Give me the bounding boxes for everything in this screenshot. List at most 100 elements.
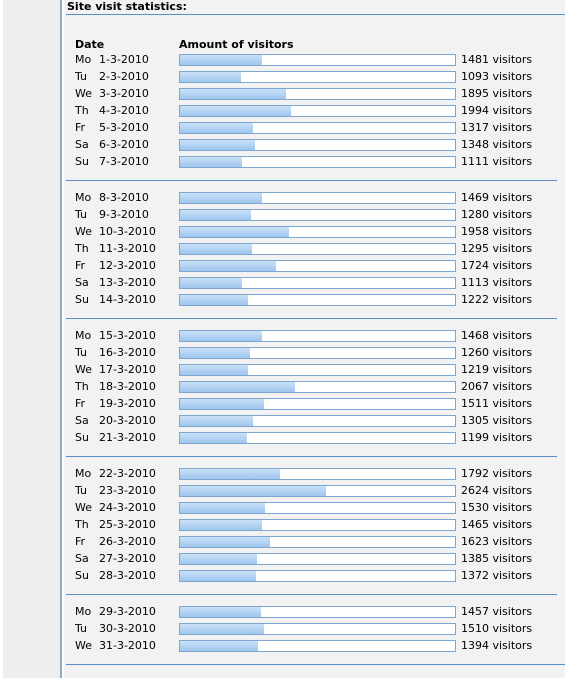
date: 24-3-2010 — [99, 501, 156, 514]
bar — [180, 106, 292, 116]
day: We — [75, 225, 92, 238]
day: Fr — [75, 397, 86, 410]
date: 22-3-2010 — [99, 467, 156, 480]
day: Tu — [75, 346, 88, 359]
bar — [180, 278, 242, 288]
bar — [180, 244, 253, 254]
bar — [180, 554, 258, 564]
visitor-count: 2067 visitors — [461, 380, 533, 393]
day: Fr — [75, 121, 86, 134]
bar — [180, 469, 280, 479]
date: 21-3-2010 — [99, 431, 156, 444]
visitor-count: 1199 visitors — [461, 431, 533, 444]
bar-track — [179, 536, 456, 548]
bar — [180, 537, 271, 547]
bar — [180, 641, 258, 651]
bar-track — [179, 226, 456, 238]
date: 5-3-2010 — [99, 121, 149, 134]
bar-track — [179, 553, 456, 565]
bar-track — [179, 570, 456, 582]
day: We — [75, 87, 92, 100]
bar-track — [179, 398, 456, 410]
divider — [66, 180, 557, 181]
bar-track — [179, 122, 456, 134]
day: Th — [75, 104, 89, 117]
visitor-count: 1895 visitors — [461, 87, 533, 100]
visitor-count: 1623 visitors — [461, 535, 533, 548]
day: We — [75, 363, 92, 376]
date: 25-3-2010 — [99, 518, 156, 531]
day: Mo — [75, 53, 92, 66]
bar-track — [179, 88, 456, 100]
bar — [180, 210, 252, 220]
date: 7-3-2010 — [99, 155, 149, 168]
bar — [180, 331, 262, 341]
day: We — [75, 501, 92, 514]
bar — [180, 348, 251, 358]
bar — [180, 624, 265, 634]
bar — [180, 416, 253, 426]
date: 18-3-2010 — [99, 380, 156, 393]
day: Mo — [75, 329, 92, 342]
bar-track — [179, 468, 456, 480]
date: 2-3-2010 — [99, 70, 149, 83]
visitor-count: 2624 visitors — [461, 484, 533, 497]
bar-track — [179, 623, 456, 635]
bar-track — [179, 209, 456, 221]
day: Sa — [75, 552, 89, 565]
bar — [180, 607, 262, 617]
visitor-count: 1530 visitors — [461, 501, 533, 514]
date: 29-3-2010 — [99, 605, 156, 618]
date: 27-3-2010 — [99, 552, 156, 565]
visitor-count: 1394 visitors — [461, 639, 533, 652]
visitor-count: 1317 visitors — [461, 121, 533, 134]
visitor-count: 1385 visitors — [461, 552, 533, 565]
visitor-count: 1958 visitors — [461, 225, 533, 238]
bar — [180, 140, 256, 150]
bar — [180, 295, 249, 305]
bar-track — [179, 347, 456, 359]
bar-track — [179, 156, 456, 168]
day: Sa — [75, 138, 89, 151]
visitor-count: 1305 visitors — [461, 414, 533, 427]
date: 23-3-2010 — [99, 484, 156, 497]
bar-track — [179, 415, 456, 427]
day: Tu — [75, 208, 88, 221]
bar — [180, 520, 262, 530]
bar — [180, 382, 296, 392]
bar-track — [179, 71, 456, 83]
visitor-count: 1295 visitors — [461, 242, 533, 255]
day: Su — [75, 155, 89, 168]
visitor-count: 1372 visitors — [461, 569, 533, 582]
visitor-count: 1113 visitors — [461, 276, 533, 289]
bar-track — [179, 192, 456, 204]
date: 1-3-2010 — [99, 53, 149, 66]
visitor-count: 1280 visitors — [461, 208, 533, 221]
day: Sa — [75, 276, 89, 289]
bar — [180, 503, 266, 513]
bar-track — [179, 381, 456, 393]
date: 11-3-2010 — [99, 242, 156, 255]
bar-track — [179, 364, 456, 376]
visitor-count: 1469 visitors — [461, 191, 533, 204]
date: 16-3-2010 — [99, 346, 156, 359]
day: Sa — [75, 414, 89, 427]
day: Mo — [75, 467, 92, 480]
date: 17-3-2010 — [99, 363, 156, 376]
date: 12-3-2010 — [99, 259, 156, 272]
visitor-count: 1348 visitors — [461, 138, 533, 151]
visitor-count: 1468 visitors — [461, 329, 533, 342]
bar — [180, 157, 242, 167]
day: Tu — [75, 622, 88, 635]
bar — [180, 72, 241, 82]
bar-track — [179, 105, 456, 117]
day: Fr — [75, 535, 86, 548]
date: 30-3-2010 — [99, 622, 156, 635]
visitor-count: 1093 visitors — [461, 70, 533, 83]
divider — [66, 594, 557, 595]
bar — [180, 571, 257, 581]
date: 15-3-2010 — [99, 329, 156, 342]
bar-track — [179, 640, 456, 652]
date: 10-3-2010 — [99, 225, 156, 238]
